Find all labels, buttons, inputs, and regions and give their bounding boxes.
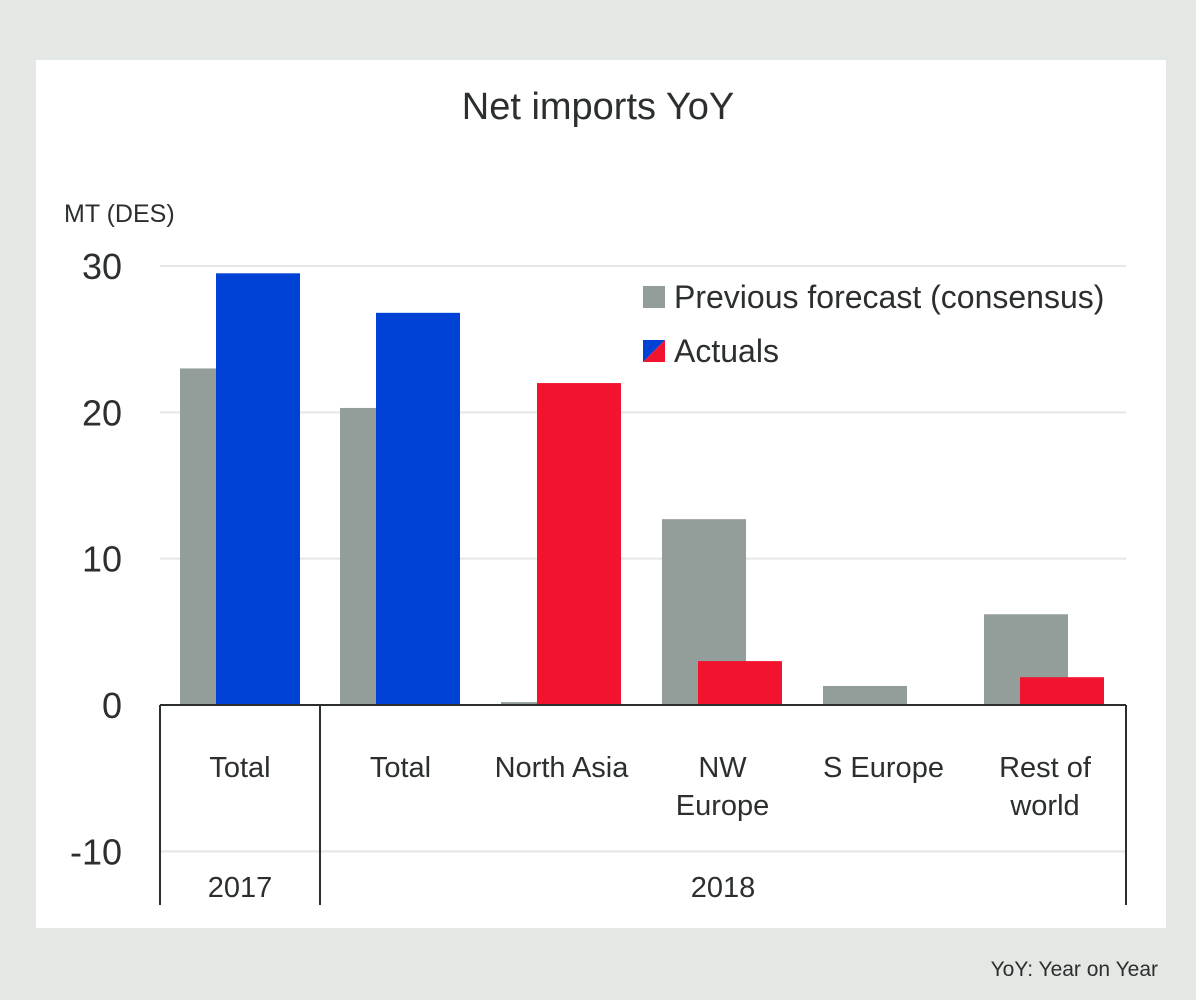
x-category-label: Total	[209, 752, 270, 784]
x-category-label: Total	[370, 752, 431, 784]
y-tick-label: 20	[82, 392, 122, 433]
bar-actuals	[537, 383, 621, 705]
legend-swatch-actuals-red	[643, 340, 665, 362]
bar-actuals	[376, 312, 460, 705]
bar-actuals	[698, 661, 782, 705]
y-tick-label: 30	[82, 246, 122, 287]
legend-label-actuals: Actuals	[674, 333, 779, 369]
y-tick-label: -10	[70, 831, 122, 872]
x-category-label: NW	[698, 752, 747, 784]
group-label-2017: 2017	[208, 872, 273, 904]
bar-actuals	[1020, 677, 1104, 705]
legend-label-previous-forecast: Previous forecast (consensus)	[674, 279, 1104, 315]
legend-swatch-previous-forecast	[643, 286, 665, 308]
x-category-label: Rest of	[999, 752, 1092, 784]
footnote: YoY: Year on Year	[990, 958, 1158, 981]
y-axis-label: MT (DES)	[64, 200, 175, 228]
bar-previous-forecast	[823, 685, 907, 705]
bar-actuals	[216, 273, 300, 705]
x-category-label: world	[1009, 790, 1079, 822]
x-category-label: North Asia	[495, 752, 630, 784]
chart-title: Net imports YoY	[461, 86, 735, 128]
group-label-2018: 2018	[691, 872, 756, 904]
x-category-label: S Europe	[823, 752, 944, 784]
y-tick-label: 0	[102, 685, 122, 726]
y-tick-label: 10	[82, 539, 122, 580]
x-category-label: Europe	[676, 790, 770, 822]
